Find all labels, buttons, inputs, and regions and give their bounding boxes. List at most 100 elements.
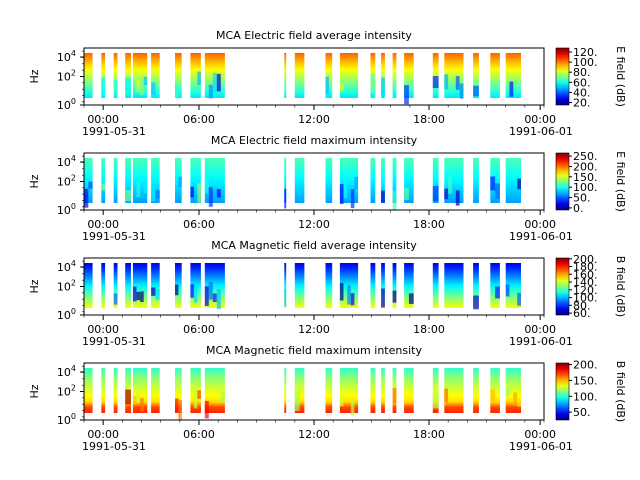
x-date-start: 1991-05-31 — [82, 125, 146, 138]
intensity-streak — [136, 182, 141, 197]
intensity-streak — [208, 389, 213, 398]
intensity-streak — [444, 388, 449, 403]
intensity-streak — [125, 77, 131, 92]
panel-b-field-average: MCA Magnetic field average intensity 100… — [28, 239, 627, 348]
data-block — [404, 53, 414, 98]
intensity-streak — [490, 389, 496, 402]
intensity-streak — [517, 292, 521, 306]
intensity-streak — [392, 388, 397, 403]
y-tick-label: 102 — [57, 279, 76, 294]
data-block — [101, 263, 106, 308]
data-block — [284, 158, 287, 203]
intensity-streak — [392, 290, 397, 303]
data-block — [294, 53, 305, 98]
data-block — [381, 53, 385, 98]
x-tick-label: 12:00 — [298, 323, 330, 336]
intensity-streak — [155, 289, 160, 300]
data-block — [432, 368, 439, 413]
data-block — [381, 368, 385, 413]
x-tick-label: 00:00 — [87, 323, 119, 336]
y-axis-label: Hz — [28, 279, 41, 293]
intensity-streak — [212, 72, 217, 93]
y-tick-label: 100 — [57, 97, 76, 112]
data-block — [175, 158, 182, 203]
data-block — [190, 53, 201, 98]
colorbar-tick-label: 50. — [573, 192, 591, 205]
x-date-start: 1991-05-31 — [82, 335, 146, 348]
data-block — [294, 368, 305, 413]
intensity-streak — [140, 291, 144, 302]
data-block — [113, 368, 118, 413]
intensity-streak — [339, 82, 344, 92]
colorbar-tick-label: 100. — [573, 390, 598, 403]
intensity-streak — [175, 398, 179, 413]
data-block — [84, 263, 93, 308]
intensity-streak — [101, 183, 106, 191]
data-block — [444, 368, 464, 413]
intensity-streak — [517, 178, 521, 190]
intensity-streak — [432, 185, 439, 201]
data-block — [190, 158, 201, 203]
data-block — [151, 158, 160, 203]
intensity-streak — [208, 84, 213, 99]
data-block — [490, 53, 500, 98]
intensity-streak — [204, 179, 209, 194]
x-tick-label: 18:00 — [413, 113, 445, 126]
x-tick-label: 12:00 — [298, 113, 330, 126]
data-block — [404, 368, 414, 413]
data-block — [294, 158, 305, 203]
intensity-streak — [392, 190, 397, 210]
colorbar-tick-label: 150. — [573, 374, 598, 387]
intensity-streak — [190, 186, 194, 198]
intensity-streak — [197, 71, 201, 86]
intensity-streak — [455, 190, 460, 206]
intensity-streak — [509, 81, 514, 97]
data-block — [132, 368, 148, 413]
colorbar-tick-label: 0. — [573, 202, 584, 215]
intensity-streak — [151, 186, 156, 202]
intensity-streak — [220, 391, 225, 404]
colorbar-tick-label: 100. — [573, 181, 598, 194]
intensity-streak — [404, 387, 409, 398]
data-block — [432, 263, 439, 308]
y-tick-label: 104 — [57, 49, 76, 64]
intensity-streak — [132, 286, 137, 302]
intensity-streak — [339, 394, 344, 407]
data-block — [505, 263, 521, 308]
data-block — [151, 263, 160, 308]
y-tick-label: 100 — [57, 202, 76, 217]
panel-title: MCA Electric field maximum intensity — [211, 134, 418, 147]
colorbar-tick-label: 40. — [573, 86, 591, 99]
intensity-streak — [143, 182, 148, 194]
intensity-streak — [505, 284, 510, 297]
panel-b-field-maximum: MCA Magnetic field maximum intensity 100… — [28, 344, 627, 453]
colorbar: 60.80.100.120.140.160.180.200. B field (d… — [555, 253, 627, 320]
data-block — [101, 53, 106, 98]
intensity-streak — [408, 293, 414, 304]
y-tick-label: 104 — [57, 364, 76, 379]
data-block — [175, 53, 182, 98]
x-tick-label: 00:00 — [524, 428, 556, 441]
colorbar-tick-label: 60. — [573, 307, 591, 320]
y-tick-label: 102 — [57, 174, 76, 189]
intensity-streak — [444, 74, 449, 90]
data-block — [444, 263, 464, 308]
intensity-streak — [495, 183, 500, 199]
data-block — [370, 263, 376, 308]
data-block — [204, 368, 225, 413]
data-block — [473, 368, 479, 413]
x-tick-label: 06:00 — [183, 113, 215, 126]
intensity-streak — [197, 390, 201, 399]
intensity-streak — [101, 76, 106, 96]
intensity-streak — [370, 73, 376, 94]
panel-title: MCA Electric field average intensity — [216, 29, 412, 42]
intensity-streak — [495, 286, 500, 299]
intensity-streak — [208, 282, 213, 300]
intensity-streak — [178, 176, 182, 188]
data-block — [84, 158, 93, 203]
intensity-streak — [216, 73, 221, 92]
x-date-start: 1991-05-31 — [82, 230, 146, 243]
intensity-streak — [88, 181, 93, 189]
